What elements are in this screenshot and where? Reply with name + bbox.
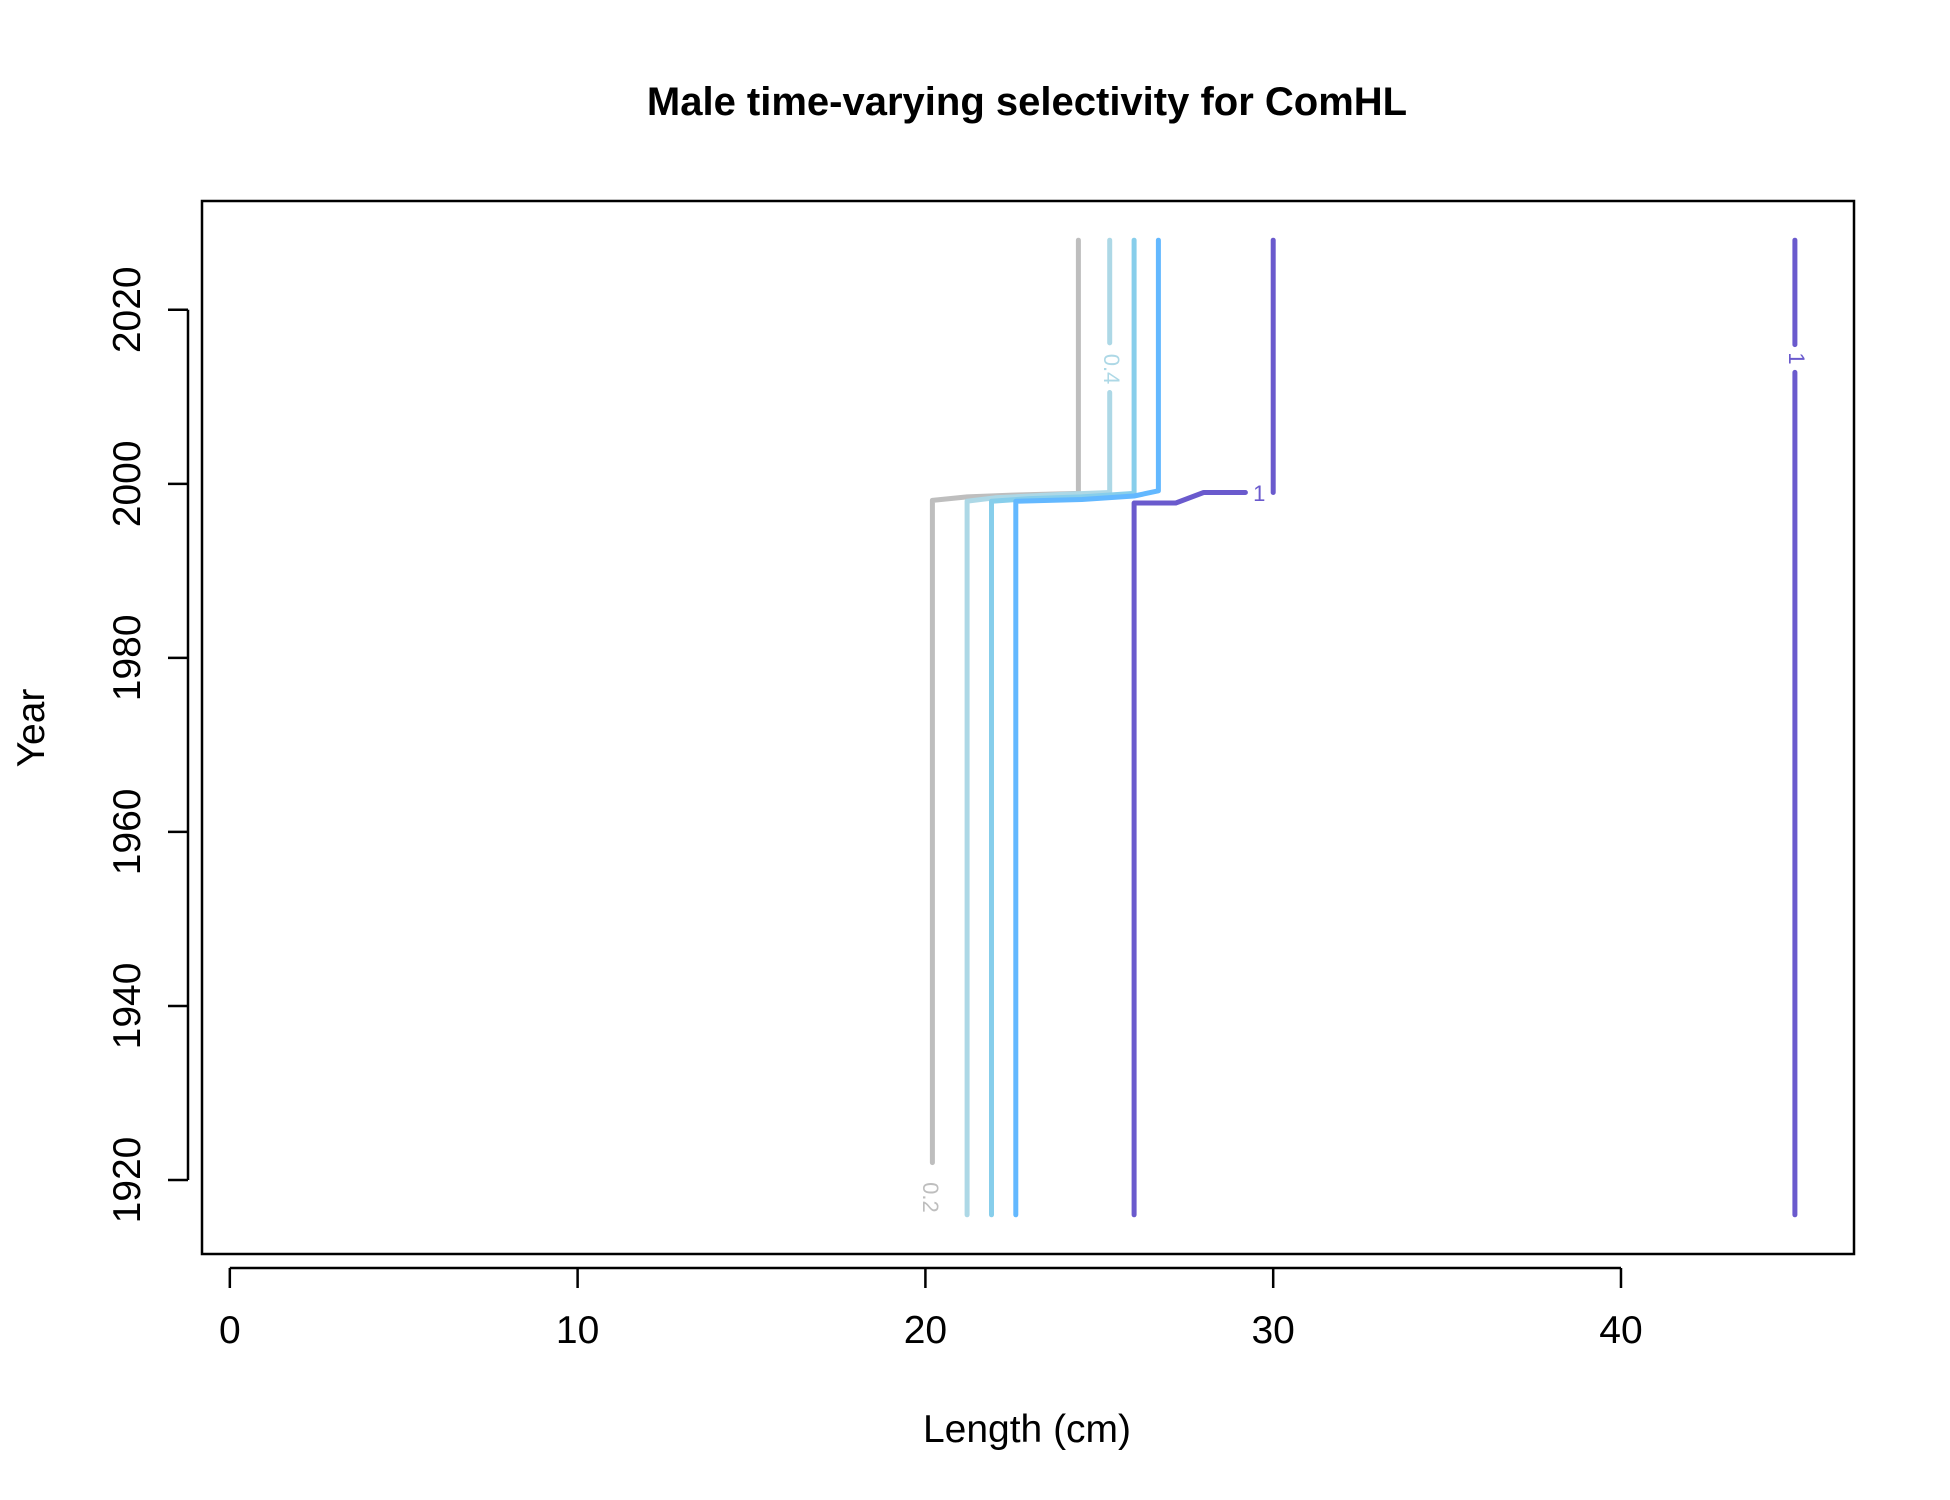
x-tick-label: 40	[1599, 1309, 1642, 1352]
plot-area-frame	[200, 199, 1856, 1256]
x-tick-label: 30	[1251, 1309, 1294, 1352]
contour-lines	[929, 237, 1798, 1218]
contour-line-4	[1013, 237, 1161, 1218]
x-tick-label: 10	[556, 1309, 599, 1352]
contour-label: 1	[1784, 352, 1809, 364]
chart-title: Male time-varying selectivity for ComHL	[647, 80, 1407, 124]
contour-label: 1	[1253, 481, 1265, 506]
contour-line-2	[964, 237, 1113, 1218]
contour-line-3	[989, 237, 1137, 1218]
contour-labels: 0.2 0.4 1 1	[918, 352, 1809, 1212]
contour-line-1	[929, 237, 1081, 1166]
x-tick-label: 0	[219, 1309, 241, 1352]
x-axis-label: Length (cm)	[923, 1408, 1131, 1451]
y-tick-label: 1980	[106, 614, 149, 701]
contour-line-5	[1131, 490, 1248, 1218]
y-axis-label: Year	[10, 689, 53, 768]
y-tick-label: 1920	[106, 1137, 149, 1224]
contour-label: 0.4	[1099, 354, 1124, 385]
y-tick-label: 2000	[106, 440, 149, 527]
y-tick-label: 2020	[106, 266, 149, 353]
x-tick-label: 20	[904, 1309, 947, 1352]
y-tick-label: 1960	[106, 789, 149, 876]
y-axis: 1920 1940 1960 1980 2000 2020	[106, 266, 190, 1224]
x-axis: 0 10 20 30 40	[219, 1266, 1643, 1352]
contour-label: 0.2	[918, 1182, 943, 1213]
y-tick-label: 1940	[106, 963, 149, 1050]
